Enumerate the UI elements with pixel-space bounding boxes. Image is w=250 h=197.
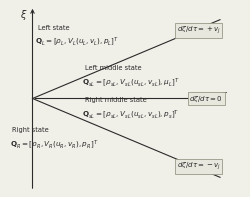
Text: $\mathbf{Q}_L=[\rho_L,V_L(u_L,v_L),p_L]^T$: $\mathbf{Q}_L=[\rho_L,V_L(u_L,v_L),p_L]^… (35, 35, 119, 48)
Text: $d\zeta/d\tau=0$: $d\zeta/d\tau=0$ (189, 94, 223, 103)
Text: $\mathbf{Q}_{sL}=[\rho_{sL},V_{sL}(u_{sL},v_{sL}),\mu_L]^T$: $\mathbf{Q}_{sL}=[\rho_{sL},V_{sL}(u_{sL… (82, 76, 180, 89)
Text: $\mathbf{Q}_R=[\rho_R,V_R(u_R,v_R),p_R]^T$: $\mathbf{Q}_R=[\rho_R,V_R(u_R,v_R),p_R]^… (10, 138, 99, 151)
Text: $d\zeta/d\tau=+v_j$: $d\zeta/d\tau=+v_j$ (177, 25, 221, 36)
Text: Right state: Right state (12, 127, 49, 133)
Text: Left middle state: Left middle state (85, 65, 141, 71)
Text: $\xi$: $\xi$ (20, 8, 28, 22)
Text: $\mathbf{Q}_{sL}=[\rho_{sL},V_{sL}(u_{sL},v_{sL}),p_s]^T$: $\mathbf{Q}_{sL}=[\rho_{sL},V_{sL}(u_{sL… (82, 108, 180, 121)
Text: Right middle state: Right middle state (85, 98, 147, 103)
Text: $d\zeta/d\tau=-v_j$: $d\zeta/d\tau=-v_j$ (177, 161, 221, 172)
Text: Left state: Left state (38, 25, 69, 31)
Text: $\tau$: $\tau$ (221, 90, 228, 99)
